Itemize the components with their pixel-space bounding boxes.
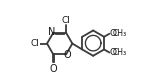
Text: CH₃: CH₃	[112, 29, 127, 38]
Text: Cl: Cl	[31, 39, 40, 48]
Text: O: O	[110, 48, 117, 57]
Text: O: O	[64, 50, 72, 60]
Text: N: N	[48, 27, 55, 37]
Text: O: O	[110, 29, 117, 38]
Text: Cl: Cl	[62, 16, 71, 25]
Text: CH₃: CH₃	[112, 48, 127, 57]
Text: O: O	[50, 64, 57, 74]
